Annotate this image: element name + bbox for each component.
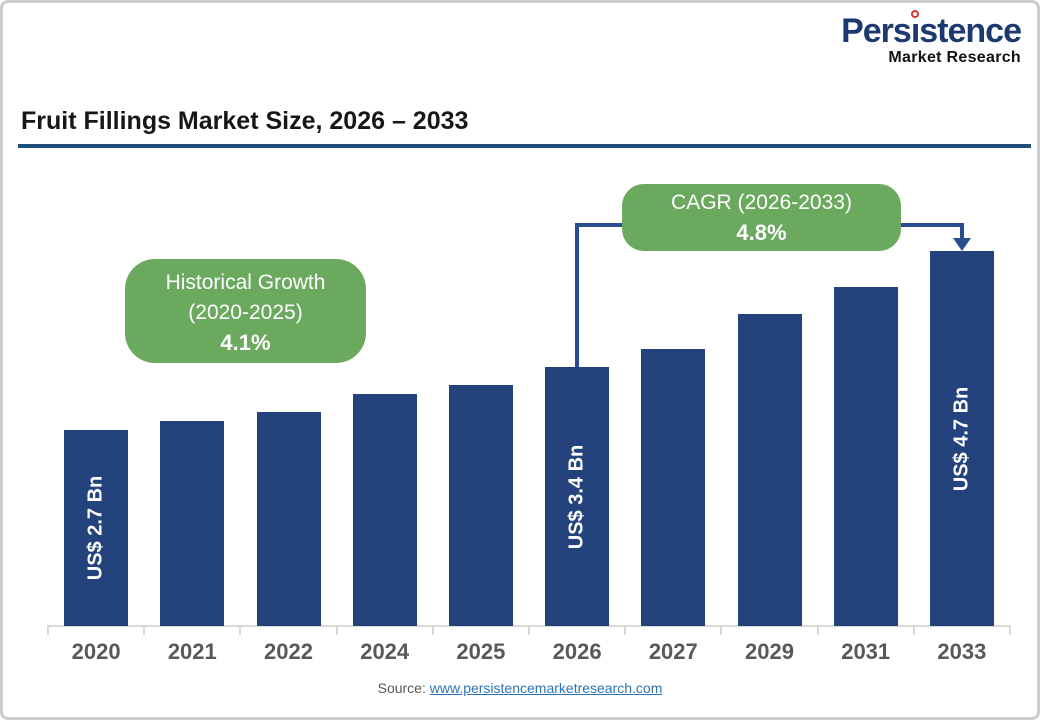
x-axis-tick [624,625,627,635]
bar-2033: US$ 4.7 Bn [929,251,994,626]
bracket-vertical-2026 [575,223,580,367]
brand-logo: Persı stence Market Research [841,10,1022,67]
x-tick-label-2020: 2020 [71,639,121,664]
historical-growth-value: 4.1% [220,330,271,355]
logo-red-dot-icon [911,10,920,18]
bar-2020: US$ 2.7 Bn [64,430,129,626]
bar-value-label-2020: US$ 2.7 Bn [84,475,107,581]
historical-growth-line1: Historical Growth [165,271,326,294]
bar-2022 [256,412,321,626]
source-link[interactable]: www.persistencemarketresearch.com [429,680,663,696]
bar-value-label-2033: US$ 4.7 Bn [950,386,973,491]
x-axis-tick [335,625,338,635]
x-tick-label-2025: 2025 [456,639,506,664]
cagr-callout: CAGR (2026-2033) 4.8% [622,184,901,251]
x-axis-tick [47,625,49,635]
brand-tagline: Market Research [888,49,1021,67]
bar-2021 [160,421,225,626]
source-label: Source: [377,680,426,696]
x-tick-label-2026: 2026 [552,639,602,664]
bar-2025 [448,385,513,626]
x-tick-label-2027: 2027 [648,639,698,664]
bar-value-label-2026: US$ 3.4 Bn [565,444,588,549]
cagr-value: 4.8% [736,220,787,245]
x-tick-label-2029: 2029 [745,639,794,664]
x-tick-label-2031: 2031 [841,639,891,664]
page-title: Fruit Fillings Market Size, 2026 – 2033 [21,107,469,135]
cagr-line1: CAGR (2026-2033) [671,191,852,214]
historical-growth-line2: (2020-2025) [188,301,303,324]
bracket-stub-2033 [959,223,964,238]
chart-area: Historical Growth (2020-2025) 4.1% CAGR … [3,3,1037,717]
x-axis-tick [143,625,146,635]
x-axis-tick [239,625,242,635]
bar-2026: US$ 3.4 Bn [545,367,610,626]
source-line: Source: www.persistencemarketresearch.co… [3,680,1037,696]
x-axis-tick [1009,625,1011,635]
bar-2024 [352,394,417,626]
x-tick-label-2033: 2033 [937,639,987,664]
x-axis-tick [816,625,819,635]
x-axis-tick [431,625,434,635]
bar-2031 [833,287,898,626]
x-axis-tick [528,625,530,635]
brand-name: Persı stence [841,10,1022,50]
title-underline [18,144,1031,148]
historical-growth-callout: Historical Growth (2020-2025) 4.1% [125,259,366,363]
bar-2029 [737,314,802,626]
bar-2027 [641,349,706,626]
brand-letter-i: ı [910,10,920,50]
x-tick-label-2022: 2022 [264,639,313,664]
x-axis-tick [912,625,915,635]
x-tick-label-2024: 2024 [360,639,410,664]
x-tick-label-2021: 2021 [167,639,217,664]
brand-name-pre: Pers [841,12,912,50]
x-axis-tick [720,625,723,635]
brand-name-post: stence [919,12,1022,50]
arrow-down-icon [952,238,971,251]
